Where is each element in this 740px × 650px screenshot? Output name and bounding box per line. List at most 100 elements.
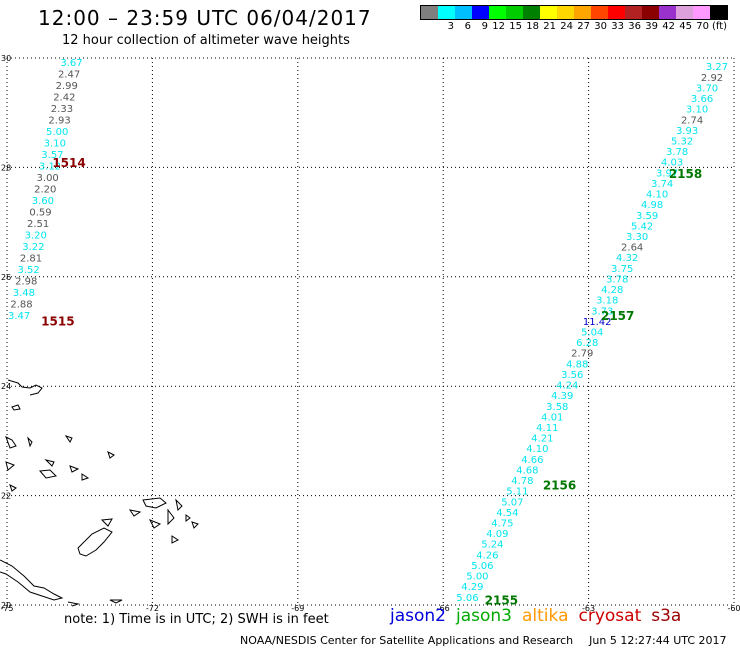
legend-swatch bbox=[608, 6, 625, 19]
coastline-islet-6 bbox=[38, 469, 58, 479]
wave-height-value: 2.98 bbox=[15, 277, 37, 288]
wave-height-value: 3.20 bbox=[25, 231, 47, 242]
legend-swatch bbox=[472, 6, 489, 19]
coastline-islet-11 bbox=[9, 484, 17, 492]
legend-swatch bbox=[506, 6, 523, 19]
legend-labels: 3 6 9 12 15 18 21 24 27 30 33 36 39 42 45 70 (ft) bbox=[420, 21, 728, 32]
legend-swatch bbox=[710, 6, 727, 19]
wave-height-value: 3.12 bbox=[39, 161, 61, 172]
credit-line: NOAA/NESDIS Center for Satellite Applica… bbox=[240, 634, 727, 647]
wave-height-value: 5.00 bbox=[46, 127, 68, 138]
pass-number-label: 2155 bbox=[485, 594, 518, 608]
wave-height-value: 5.32 bbox=[671, 136, 693, 147]
wave-height-value: 2.93 bbox=[48, 115, 70, 126]
legend-swatch bbox=[642, 6, 659, 19]
wave-height-value: 4.26 bbox=[476, 550, 498, 561]
x-tick-label: -75 bbox=[0, 604, 13, 613]
y-tick-label: 30 bbox=[1, 54, 11, 63]
y-tick-label: 26 bbox=[1, 273, 11, 282]
pass-number-label: 1515 bbox=[41, 315, 74, 329]
coastline-islet-7 bbox=[5, 461, 15, 471]
legend-label: 15 bbox=[509, 21, 522, 32]
map-grid: -75 -72 -69 -66 -63 -60 20 22 24 26 28 30 bbox=[0, 54, 740, 613]
wave-height-value: 2.99 bbox=[56, 81, 78, 92]
pass-number-label: 2156 bbox=[543, 479, 576, 493]
legend-swatch bbox=[574, 6, 591, 19]
legend-swatch bbox=[438, 6, 455, 19]
wave-height-value: 4.11 bbox=[536, 423, 558, 434]
legend-swatch bbox=[676, 6, 693, 19]
wave-height-value: 5.07 bbox=[501, 497, 523, 508]
wave-height-value: 4.09 bbox=[486, 529, 508, 540]
wave-height-value: 4.10 bbox=[646, 190, 668, 201]
y-tick-label: 24 bbox=[1, 382, 11, 391]
wave-height-value: 4.78 bbox=[511, 476, 533, 487]
legend-label: 30 bbox=[594, 21, 607, 32]
wave-height-value: 4.75 bbox=[491, 519, 513, 530]
coastline-islet-3 bbox=[27, 436, 33, 448]
wave-height-value: 0.59 bbox=[29, 207, 51, 218]
altimeter-pass: 3.272.923.703.663.102.743.935.323.784.03… bbox=[456, 62, 728, 607]
x-tick-label: -69 bbox=[291, 604, 304, 613]
generated-timestamp: Jun 5 12:27:44 UTC 2017 bbox=[589, 634, 727, 647]
coastline-islet-16 bbox=[175, 498, 183, 512]
wave-height-value: 4.29 bbox=[461, 582, 483, 593]
wave-height-value: 3.60 bbox=[32, 196, 54, 207]
chart-subtitle: 12 hour collection of altimeter wave hei… bbox=[62, 33, 350, 48]
wave-height-value: 5.04 bbox=[581, 328, 603, 339]
legend-swatch bbox=[591, 6, 608, 19]
wave-height-value: 3.67 bbox=[60, 58, 82, 69]
wave-height-value: 4.21 bbox=[531, 434, 553, 445]
wave-height-value: 3.74 bbox=[651, 179, 673, 190]
legend-label: 36 bbox=[628, 21, 641, 32]
legend-label: 70 bbox=[696, 21, 709, 32]
coastline-islet-14 bbox=[148, 519, 162, 529]
wave-height-value: 3.22 bbox=[22, 242, 44, 253]
wave-height-value: 5.00 bbox=[466, 572, 488, 583]
wave-height-value: 3.93 bbox=[676, 126, 698, 137]
wave-height-value: 3.59 bbox=[636, 211, 658, 222]
wave-height-value: 5.06 bbox=[471, 561, 493, 572]
wave-height-value: 3.30 bbox=[626, 232, 648, 243]
wave-height-value: 3.66 bbox=[691, 94, 713, 105]
wave-height-value: 2.81 bbox=[20, 254, 42, 265]
wave-height-value: 4.88 bbox=[566, 359, 588, 370]
legend-label: 3 bbox=[447, 21, 454, 32]
wave-height-value: 2.64 bbox=[621, 243, 643, 254]
coastline-south-2 bbox=[109, 599, 123, 604]
wave-height-value: 3.57 bbox=[41, 150, 63, 161]
wave-height-value: 2.88 bbox=[10, 300, 32, 311]
legend-swatch bbox=[489, 6, 506, 19]
legend-swatch bbox=[421, 6, 438, 19]
coastline-islet-9 bbox=[81, 473, 90, 481]
legend-swatch bbox=[557, 6, 574, 19]
pass-number-label: 1514 bbox=[52, 156, 85, 170]
wave-height-value: 3.10 bbox=[44, 138, 66, 149]
coastline-islet-1 bbox=[11, 404, 21, 411]
legend-label: 6 bbox=[464, 21, 471, 32]
wave-height-value: 3.18 bbox=[596, 296, 618, 307]
wave-height-value: 3.00 bbox=[37, 173, 59, 184]
legend-swatch bbox=[540, 6, 557, 19]
legend-label: 33 bbox=[611, 21, 624, 32]
coastline-andros bbox=[77, 527, 113, 557]
legend-unit: (ft) bbox=[712, 21, 728, 32]
coastline-cuba bbox=[0, 559, 64, 601]
x-tick-label: -60 bbox=[727, 604, 740, 613]
wave-height-value: 5.06 bbox=[456, 593, 478, 604]
wave-height-value: 3.58 bbox=[546, 402, 568, 413]
wave-height-value: 2.47 bbox=[58, 69, 80, 80]
legend-label: 18 bbox=[526, 21, 539, 32]
wave-height-value: 3.97 bbox=[656, 168, 678, 179]
legend-label: 24 bbox=[560, 21, 573, 32]
wave-height-value: 3.52 bbox=[18, 265, 40, 276]
satellite-jason3: jason3 bbox=[456, 606, 512, 626]
satellite-altika: altika bbox=[522, 606, 569, 626]
wave-height-value: 4.54 bbox=[496, 508, 518, 519]
wave-height-value: 3.78 bbox=[666, 147, 688, 158]
wave-height-value: 4.39 bbox=[551, 391, 573, 402]
legend-label: 42 bbox=[662, 21, 675, 32]
y-tick-label: 22 bbox=[1, 492, 11, 501]
coastline-islet-19 bbox=[191, 521, 199, 529]
